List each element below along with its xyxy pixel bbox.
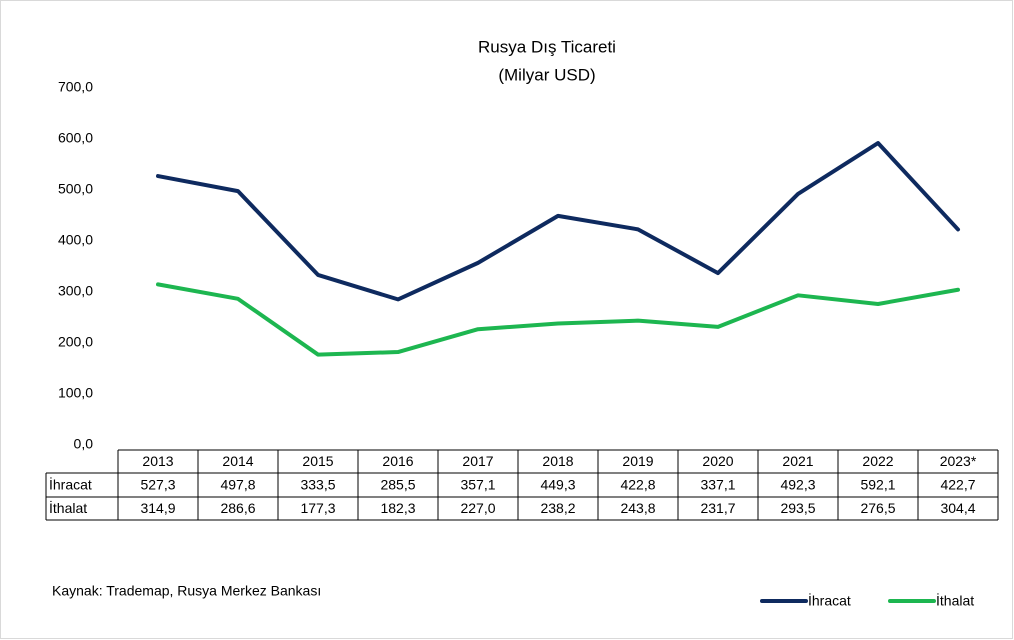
y-tick-label: 600,0 [58, 130, 93, 146]
table-value: 357,1 [460, 477, 495, 493]
table-series-name: İhracat [49, 476, 92, 493]
table-value: 449,3 [540, 477, 575, 493]
table-value: 314,9 [140, 500, 175, 516]
series-line [156, 282, 960, 357]
y-tick-label: 0,0 [74, 436, 94, 452]
table-value: 304,4 [940, 500, 975, 516]
y-tick-label: 500,0 [58, 181, 93, 197]
table-value: 527,3 [140, 477, 175, 493]
table-value: 422,7 [940, 477, 975, 493]
y-tick-label: 100,0 [58, 385, 93, 401]
table-value: 293,5 [780, 500, 815, 516]
y-tick-label: 300,0 [58, 283, 93, 299]
legend-label: İhracat [808, 592, 851, 609]
x-tick-label: 2019 [622, 453, 653, 469]
chart-subtitle: (Milyar USD) [498, 65, 595, 84]
x-tick-label: 2021 [782, 453, 813, 469]
legend-label: İthalat [936, 592, 974, 609]
x-tick-label: 2023* [940, 453, 977, 469]
y-tick-label: 200,0 [58, 334, 93, 350]
table-value: 592,1 [860, 477, 895, 493]
table-series-name: İthalat [49, 499, 87, 516]
table-value: 231,7 [700, 500, 735, 516]
table-value: 492,3 [780, 477, 815, 493]
x-tick-label: 2020 [702, 453, 733, 469]
table-value: 276,5 [860, 500, 895, 516]
series-line [156, 141, 960, 302]
table-value: 422,8 [620, 477, 655, 493]
table-value: 243,8 [620, 500, 655, 516]
table-value: 177,3 [300, 500, 335, 516]
x-tick-label: 2013 [142, 453, 173, 469]
table-value: 285,5 [380, 477, 415, 493]
table-value: 227,0 [460, 500, 495, 516]
x-tick-label: 2017 [462, 453, 493, 469]
x-tick-label: 2018 [542, 453, 573, 469]
source-note: Kaynak: Trademap, Rusya Merkez Bankası [52, 583, 321, 599]
x-tick-label: 2022 [862, 453, 893, 469]
table-value: 238,2 [540, 500, 575, 516]
table-value: 333,5 [300, 477, 335, 493]
table-value: 497,8 [220, 477, 255, 493]
chart-title: Rusya Dış Ticareti [478, 37, 616, 56]
x-tick-label: 2016 [382, 453, 413, 469]
y-tick-label: 400,0 [58, 232, 93, 248]
y-tick-label: 700,0 [58, 79, 93, 95]
x-tick-label: 2014 [222, 453, 253, 469]
table-value: 286,6 [220, 500, 255, 516]
x-tick-label: 2015 [302, 453, 333, 469]
table-value: 182,3 [380, 500, 415, 516]
table-value: 337,1 [700, 477, 735, 493]
